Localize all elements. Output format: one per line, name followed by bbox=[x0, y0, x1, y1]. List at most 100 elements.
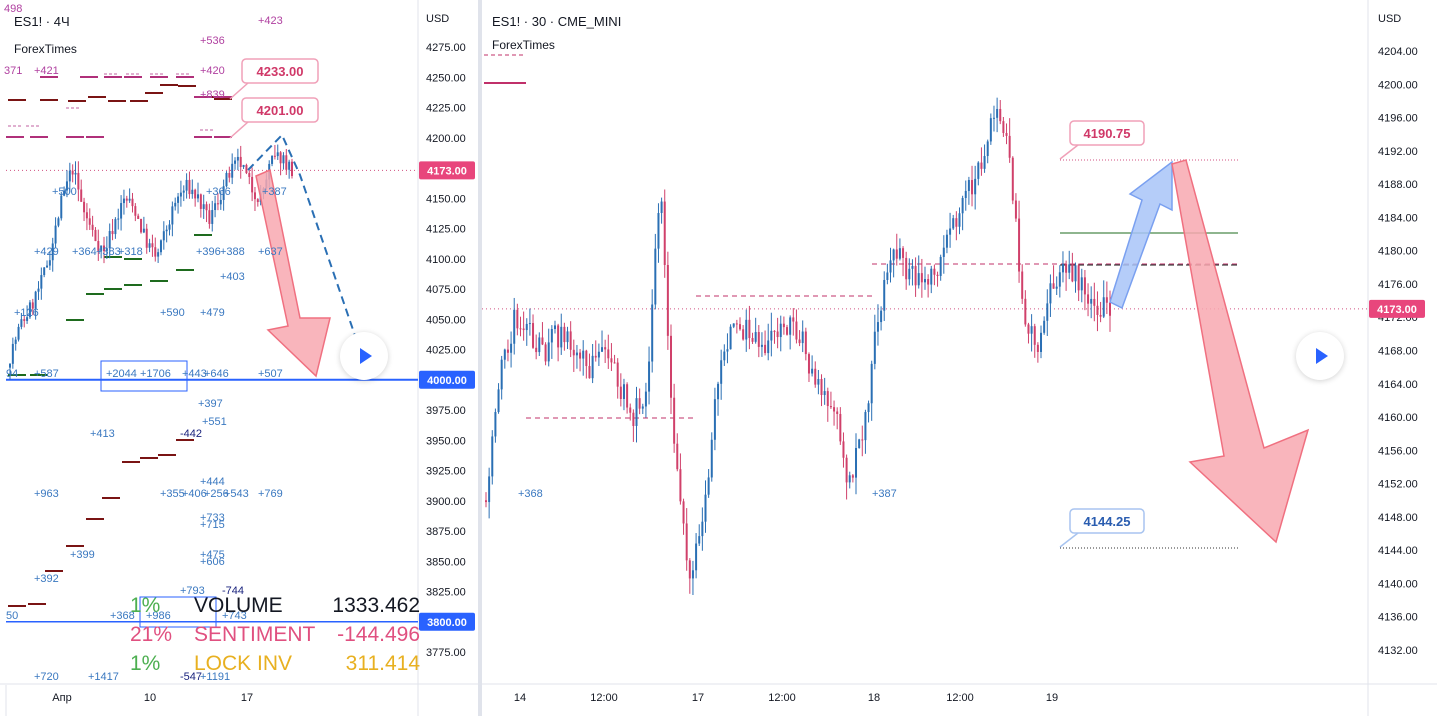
left-chart-pane[interactable]: USD4275.004250.004225.004200.004175.0041… bbox=[0, 0, 478, 716]
left-candle-body bbox=[282, 155, 285, 164]
right-candle-body bbox=[807, 354, 810, 374]
right-candle-body bbox=[820, 378, 823, 396]
left-candle-body bbox=[131, 198, 134, 207]
right-candle-body bbox=[786, 327, 789, 335]
left-annotation: +256 bbox=[204, 488, 229, 500]
right-candle-body bbox=[952, 218, 955, 229]
right-candle-body bbox=[713, 399, 716, 440]
right-symbol-label[interactable]: ES1! · 30 · CME_MINI bbox=[492, 14, 622, 29]
right-callout-label: 4190.75 bbox=[1084, 126, 1131, 141]
right-candle-body bbox=[961, 198, 964, 214]
right-candle-body bbox=[795, 321, 798, 340]
right-candle-body bbox=[1046, 303, 1049, 321]
left-candle-body bbox=[236, 156, 239, 161]
right-candle-body bbox=[673, 397, 676, 444]
left-annotation: +543 bbox=[224, 488, 249, 500]
right-candle-body bbox=[666, 264, 669, 336]
right-candle-body bbox=[613, 362, 616, 364]
right-candle-body bbox=[779, 323, 782, 338]
right-y-tick: 4180.00 bbox=[1378, 246, 1418, 258]
left-annotation: +475 bbox=[200, 549, 225, 561]
right-candle-body bbox=[1011, 157, 1014, 201]
left-candle-body bbox=[253, 192, 256, 200]
left-play-button[interactable] bbox=[340, 332, 388, 380]
left-annotation: +429 bbox=[34, 246, 59, 258]
right-candle-body bbox=[911, 266, 914, 269]
right-candle-body bbox=[742, 329, 745, 340]
left-annotation: +715 bbox=[200, 519, 225, 531]
left-candle-body bbox=[9, 363, 11, 368]
left-y-tick: 3825.00 bbox=[426, 587, 466, 599]
left-annotation: +318 bbox=[118, 246, 143, 258]
left-chart-canvas[interactable]: USD4275.004250.004225.004200.004175.0041… bbox=[0, 0, 478, 716]
right-candle-body bbox=[1071, 264, 1074, 282]
left-candle-body bbox=[100, 245, 103, 251]
left-down-arrow bbox=[255, 168, 331, 378]
left-candle-body bbox=[60, 195, 63, 219]
right-y-tick: 4164.00 bbox=[1378, 379, 1418, 391]
right-candle-body bbox=[632, 412, 635, 426]
left-annotation: +479 bbox=[200, 307, 225, 319]
stat-row-sentiment: 21% SENTIMENT -144.496 bbox=[130, 623, 420, 652]
right-candle-body bbox=[704, 494, 707, 522]
left-candle-body bbox=[117, 218, 120, 220]
right-candle-body bbox=[729, 326, 732, 350]
left-candle-body bbox=[31, 302, 34, 309]
stat-lock-name: LOCK INV bbox=[194, 652, 293, 675]
left-watermark: ForexTimes bbox=[14, 42, 77, 56]
left-candle-body bbox=[68, 170, 71, 182]
left-candle-body bbox=[140, 218, 143, 233]
right-candle-body bbox=[1049, 283, 1052, 304]
right-chart-pane[interactable]: USD 4204.00 4200.00 4196.00 4192.00 4188.00 41… bbox=[482, 0, 1437, 716]
left-annotation: +500 bbox=[52, 186, 77, 198]
left-candle-body bbox=[71, 170, 74, 175]
right-y-tick: 4176.00 bbox=[1378, 279, 1418, 291]
right-candle-body bbox=[717, 383, 720, 400]
right-candle-body bbox=[751, 338, 754, 342]
right-candle-body bbox=[1109, 302, 1111, 316]
right-candle-body bbox=[974, 178, 977, 195]
left-candle-body bbox=[211, 210, 214, 224]
left-candle-body bbox=[248, 173, 251, 177]
right-candle-body bbox=[1090, 298, 1093, 304]
left-candle-body bbox=[162, 231, 165, 241]
right-y-tick: 4156.00 bbox=[1378, 445, 1418, 457]
right-candle-body bbox=[1008, 135, 1011, 158]
left-annotation: +551 bbox=[202, 416, 227, 428]
right-candle-body bbox=[522, 328, 525, 331]
left-annotation: +839 bbox=[200, 89, 225, 101]
left-candle-body bbox=[159, 240, 162, 253]
left-projection-dashed bbox=[247, 133, 363, 357]
left-candle-body bbox=[65, 181, 68, 191]
right-candle-body bbox=[607, 349, 610, 359]
right-candle-body bbox=[682, 501, 685, 524]
left-y-tick: 4125.00 bbox=[426, 224, 466, 236]
left-annotation: +397 bbox=[198, 398, 223, 410]
right-candle-body bbox=[1074, 265, 1077, 282]
right-candle-body bbox=[1055, 286, 1058, 289]
right-candle-body bbox=[594, 355, 597, 358]
left-candle-body bbox=[91, 224, 94, 230]
right-x-tick: 18 bbox=[868, 692, 880, 704]
left-symbol-label[interactable]: ES1! · 4Ч bbox=[14, 14, 70, 29]
right-chart-canvas[interactable]: USD 4204.00 4200.00 4196.00 4192.00 4188.00 41… bbox=[482, 0, 1437, 716]
pane-divider[interactable] bbox=[478, 0, 482, 716]
left-candle-body bbox=[151, 243, 154, 248]
left-candle-body bbox=[134, 206, 137, 216]
left-candle-body bbox=[288, 161, 291, 170]
right-candle-body bbox=[663, 201, 666, 265]
right-y-tick: 4188.00 bbox=[1378, 179, 1418, 191]
left-candle-body bbox=[177, 196, 180, 203]
left-x-tick: 17 bbox=[241, 692, 253, 704]
right-candle-body bbox=[588, 366, 591, 379]
right-candle-body bbox=[638, 398, 641, 409]
right-candle-body bbox=[826, 391, 829, 407]
right-candle-body bbox=[503, 349, 506, 360]
left-price-label-bg bbox=[419, 370, 475, 389]
right-candle-body bbox=[754, 332, 757, 342]
left-candle-body bbox=[14, 339, 17, 344]
left-annotation: 94 bbox=[6, 368, 18, 380]
left-candle-body bbox=[43, 267, 46, 276]
right-play-button[interactable] bbox=[1296, 332, 1344, 380]
left-y-tick: 4200.00 bbox=[426, 133, 466, 145]
